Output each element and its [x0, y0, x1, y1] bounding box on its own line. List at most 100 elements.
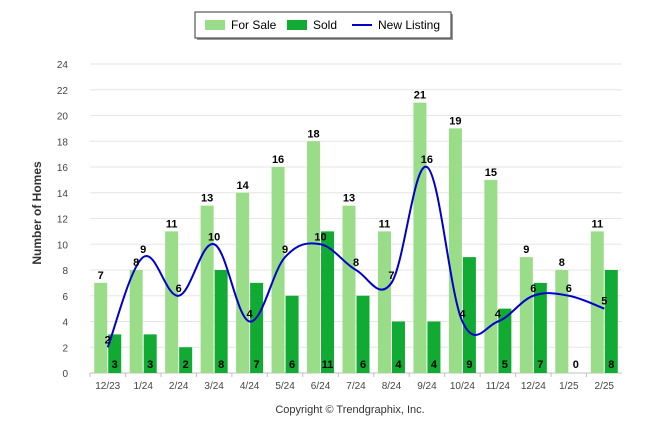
x-tick-label: 10/24: [450, 381, 475, 392]
bar-sold[interactable]: [462, 257, 476, 373]
bar-sold[interactable]: [427, 321, 441, 374]
bar-sold[interactable]: [108, 334, 122, 373]
y-tick-label: 24: [57, 60, 69, 71]
for-sale-value-label: 14: [236, 180, 249, 192]
new-listing-value-label: 9: [140, 244, 146, 256]
legend-label[interactable]: For Sale: [231, 18, 277, 32]
bar-sold[interactable]: [250, 282, 264, 373]
data-labels: 7 3 8 3 11 2 13 8 14 7 16 6 18 11 13 6 11 4 21 4 19 9 15 5 9 7 8 0 1…: [98, 90, 615, 371]
bars: [94, 102, 618, 374]
new-listing-value-label: 16: [421, 154, 433, 166]
for-sale-value-label: 8: [559, 257, 565, 269]
bar-sold[interactable]: [356, 295, 370, 373]
x-tick-label: 5/24: [275, 381, 295, 392]
y-tick-label: 0: [62, 369, 68, 380]
x-tick-label: 3/24: [204, 381, 224, 392]
y-tick-label: 2: [62, 343, 68, 354]
legend-swatch: [205, 20, 225, 30]
sold-value-label: 3: [112, 359, 118, 371]
sold-value-label: 5: [502, 359, 508, 371]
sold-value-label: 11: [322, 359, 334, 371]
for-sale-value-label: 11: [591, 218, 603, 230]
sold-value-label: 7: [537, 359, 543, 371]
for-sale-value-label: 15: [485, 167, 497, 179]
bar-for-sale[interactable]: [519, 257, 533, 373]
y-tick-label: 14: [57, 189, 69, 200]
x-tick-label: 7/24: [346, 381, 366, 392]
sold-value-label: 0: [573, 359, 579, 371]
new-listing-value-label: 4: [247, 309, 254, 321]
y-tick-label: 10: [57, 240, 69, 251]
x-tick-label: 2/25: [595, 381, 615, 392]
x-tick-label: 1/25: [559, 381, 579, 392]
for-sale-value-label: 19: [449, 115, 461, 127]
new-listing-value-label: 6: [530, 283, 536, 295]
y-tick-label: 16: [57, 163, 69, 174]
x-tick-label: 9/24: [417, 381, 437, 392]
for-sale-value-label: 11: [379, 218, 391, 230]
bar-sold[interactable]: [391, 321, 405, 374]
bar-sold[interactable]: [321, 231, 335, 373]
for-sale-value-label: 13: [343, 193, 355, 205]
x-tick-label: 6/24: [311, 381, 331, 392]
y-tick-label: 6: [62, 292, 68, 303]
for-sale-value-label: 13: [201, 193, 213, 205]
bar-for-sale[interactable]: [200, 205, 214, 373]
legend-box: [194, 11, 452, 39]
sold-value-label: 8: [608, 359, 614, 371]
x-tick-label: 11/24: [486, 381, 511, 392]
bar-sold[interactable]: [143, 334, 157, 373]
for-sale-value-label: 9: [523, 244, 529, 256]
bar-for-sale[interactable]: [94, 282, 108, 373]
legend-swatch: [287, 20, 307, 30]
new-listing-value-label: 5: [601, 296, 607, 308]
sold-value-label: 9: [466, 359, 472, 371]
x-tick-label: 12/23: [95, 381, 120, 392]
new-listing-value-label: 6: [176, 283, 182, 295]
new-listing-value-label: 10: [314, 231, 326, 243]
bar-for-sale[interactable]: [129, 270, 143, 373]
y-tick-label: 18: [57, 137, 69, 148]
legend-label[interactable]: Sold: [313, 18, 337, 32]
x-tick-label: 12/24: [521, 381, 546, 392]
sold-value-label: 4: [431, 359, 438, 371]
new-listing-value-label: 6: [566, 283, 572, 295]
bar-for-sale[interactable]: [484, 179, 498, 373]
new-listing-value-label: 10: [208, 231, 220, 243]
line-series: [106, 165, 605, 348]
new-listing-line[interactable]: [106, 165, 605, 348]
new-listing-value-label: 9: [282, 244, 288, 256]
bar-for-sale[interactable]: [448, 128, 462, 373]
bar-for-sale[interactable]: [590, 231, 604, 373]
bar-sold[interactable]: [214, 270, 228, 373]
new-listing-value-label: 2: [105, 334, 111, 346]
bar-for-sale[interactable]: [236, 192, 250, 373]
x-tick-label: 8/24: [382, 381, 402, 392]
legend-label[interactable]: New Listing: [378, 18, 440, 32]
bar-sold[interactable]: [285, 295, 299, 373]
copyright-text: Copyright © Trendgraphix, Inc.: [275, 404, 424, 416]
bar-for-sale[interactable]: [342, 205, 356, 373]
for-sale-value-label: 18: [307, 128, 319, 140]
y-tick-label: 20: [57, 112, 69, 123]
bar-for-sale[interactable]: [165, 231, 179, 373]
bar-sold[interactable]: [533, 282, 547, 373]
for-sale-value-label: 7: [98, 270, 104, 282]
bar-sold[interactable]: [179, 347, 193, 373]
legend[interactable]: For Sale Sold New Listing: [194, 11, 453, 40]
x-tick-label: 1/24: [133, 381, 153, 392]
y-tick-label: 22: [57, 86, 69, 97]
bar-for-sale[interactable]: [307, 141, 321, 373]
bar-for-sale[interactable]: [413, 102, 427, 373]
bar-sold[interactable]: [498, 308, 512, 373]
sold-value-label: 2: [183, 359, 189, 371]
new-listing-value-label: 4: [459, 309, 466, 321]
bar-for-sale[interactable]: [377, 231, 391, 373]
sold-value-label: 4: [395, 359, 402, 371]
bar-sold[interactable]: [604, 270, 618, 373]
for-sale-value-label: 21: [414, 90, 426, 102]
new-listing-value-label: 7: [388, 270, 394, 282]
y-axis-label: Number of Homes: [30, 161, 44, 265]
